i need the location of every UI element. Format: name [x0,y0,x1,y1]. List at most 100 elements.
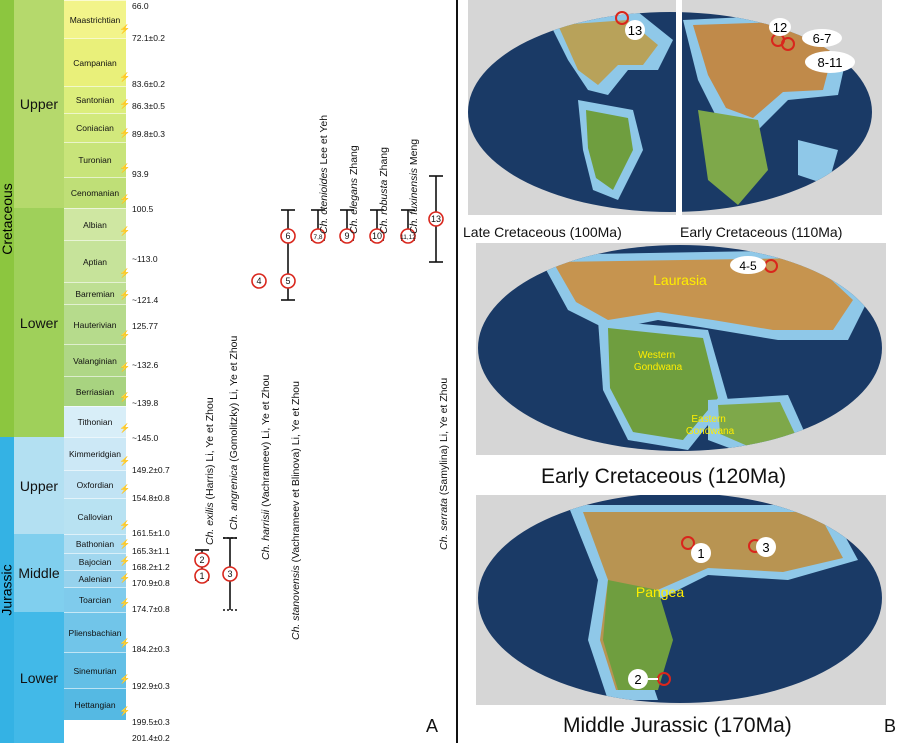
gondwana-land [603,580,673,690]
laurasia-land [553,258,853,330]
marker-label: 9 [344,231,349,241]
stage-kimmeridgian: Kimmeridgian [64,437,126,470]
locality-6-7: 6-7 [813,31,832,46]
marker-label: 10 [372,231,382,241]
marker-circle [280,228,296,244]
laurasia-label: Laurasia [653,272,707,288]
boundary-marker-icon: ⚡ [119,194,131,204]
marker-label: 13 [431,214,441,224]
australia-shelf [798,140,838,185]
locality-1: 1 [697,546,704,561]
species-authority: (Gomolitzky) Li, Ye et Zhou [228,335,240,465]
marker-label: 11,12 [400,234,416,241]
age-label: 184.2±0.3 [132,644,170,654]
age-label: ~113.0 [132,254,158,264]
age-label: ~132.6 [132,360,159,370]
boundary-marker-icon: ⚡ [119,706,131,716]
stage-turonian: Turonian [64,142,126,177]
locality-marker [615,11,629,25]
stage-callovian: Callovian [64,498,126,534]
species-authority: (Vachrameev et Blinova) Li, Ye et Zhou [290,381,302,566]
age-label: 86.3±0.5 [132,101,166,111]
marker-circle [251,273,267,289]
species-authority: (Vachrameev) Li, Ye et Zhou [260,374,272,510]
stage-valanginian: Valanginian [64,344,126,376]
pangea-land [583,512,843,690]
species-name: Ch. elegans Zhang [348,145,360,234]
epoch-jurassic-upper: Upper [14,437,64,534]
locality-badge [802,29,842,47]
boundary-marker-icon: ⚡ [119,99,131,109]
stage-aptian: Aptian [64,240,126,282]
age-label: 154.8±0.8 [132,493,170,503]
locality-badge [628,669,648,689]
stage-albian: Albian [64,208,126,240]
stage-coniacian: Coniacian [64,113,126,142]
locality-12: 12 [773,20,787,35]
period-jurassic: Jurassic [0,437,15,743]
species-binomial: Ch. exilis [204,502,216,545]
species-binomial: Ch. serrata [438,498,450,550]
locality-2: 2 [634,672,641,687]
marker-label: 5 [285,276,290,286]
panel-divider [456,0,458,743]
species-binomial: Ch. fuxinensis [408,168,420,234]
epoch-jurassic-lower: Lower [14,612,64,743]
boundary-marker-icon: ⚡ [119,268,131,278]
species-binomial: Ch. ctenioides [318,167,330,234]
boundary-marker-icon: ⚡ [119,520,131,530]
species-binomial: Ch. stanovensis [290,565,302,640]
marker-label: 2 [199,555,204,565]
marker-label: 6 [285,231,290,241]
stage-maastrichtian: Maastrichtian [64,0,126,38]
species-range-chart: 1 2 3 4 5 6 7,8 9 10 11,12 13 [194,175,444,611]
species-authority: Meng [408,138,420,169]
marker-circle [400,228,416,244]
boundary-marker-icon: ⚡ [119,556,131,566]
stage-santonian: Santonian [64,86,126,113]
locality-badge [805,51,855,73]
epoch-jurassic-middle: Middle [14,534,64,612]
period-cretaceous: Cretaceous [0,0,15,437]
species-authority: (Harris) Li, Ye et Zhou [204,397,216,503]
label-line: Gondwana [634,362,683,373]
map-title-late-cretaceous: Late Cretaceous (100Ma) [463,224,622,240]
paleomaps: 13 12 6-7 8-11 4-5 1 3 2 Laurasia [468,0,886,705]
stage-cenomanian: Cenomanian [64,177,126,208]
age-label: 170.9±0.8 [132,578,170,588]
marker-circle [280,273,296,289]
age-label: 174.7±0.8 [132,604,170,614]
locality-marker [681,536,695,550]
locality-8-11: 8-11 [817,55,842,70]
epoch-cretaceous-lower: Lower [14,208,64,437]
map-title-early-cretaceous-110: Early Cretaceous (110Ma) [680,224,843,240]
boundary-marker-icon: ⚡ [119,674,131,684]
marker-circle [428,211,444,227]
stage-hauterivian: Hauterivian [64,304,126,344]
marker-circle [222,566,238,582]
age-label: 93.9 [132,169,149,179]
western-gondwana-land [608,328,718,440]
label-line: Gondwana [686,426,735,437]
boundary-marker-icon: ⚡ [119,330,131,340]
boundary-marker-icon: ⚡ [119,290,131,300]
age-label: ~145.0 [132,433,159,443]
locality-marker [781,37,795,51]
locality-badge [730,256,766,274]
marker-circle [194,552,210,568]
stage-oxfordian: Oxfordian [64,470,126,498]
map-title-middle-jurassic: Middle Jurassic (170Ma) [563,714,792,737]
age-label: 83.6±0.2 [132,79,166,89]
species-binomial: Ch. elegans [348,177,360,234]
locality-4-5: 4-5 [739,259,757,273]
boundary-marker-icon: ⚡ [119,163,131,173]
stage-barremian: Barremian [64,282,126,304]
age-label: 199.5±0.3 [132,717,170,727]
marker-circle [194,568,210,584]
label-line: Western [638,350,675,361]
species-name: Ch. exilis (Harris) Li, Ye et Zhou [204,397,216,545]
species-authority: Lee et Yeh [318,114,330,168]
stage-toarcian: Toarcian [64,587,126,612]
marker-label: 7,8 [313,234,322,241]
stage-aalenian: Aalenian [64,570,126,587]
